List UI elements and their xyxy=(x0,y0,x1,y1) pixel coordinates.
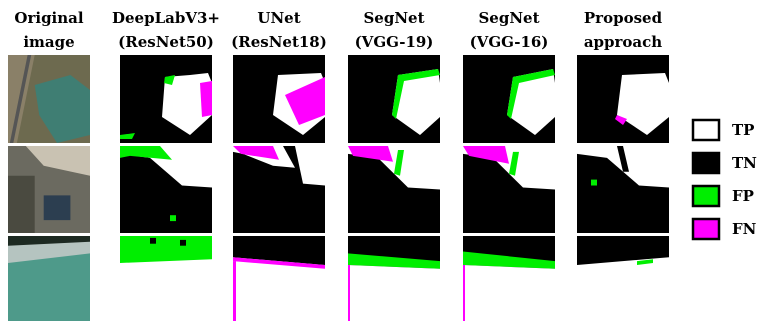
tile xyxy=(8,55,90,143)
region xyxy=(170,215,176,221)
figure: Original image DeepLabV3+ (ResNet50) UNet (Re… xyxy=(0,0,762,321)
tile xyxy=(463,55,555,143)
region xyxy=(577,257,669,321)
region xyxy=(44,195,71,220)
tile xyxy=(463,236,555,321)
legend-label: FP xyxy=(732,187,754,205)
column-header: (VGG-19) xyxy=(355,33,434,51)
region xyxy=(591,180,597,186)
tile xyxy=(8,146,90,233)
region xyxy=(150,238,156,244)
tile xyxy=(348,146,440,233)
region xyxy=(348,265,350,321)
column-header: (VGG-16) xyxy=(470,33,549,51)
region xyxy=(120,259,212,321)
tile xyxy=(577,236,669,321)
region xyxy=(463,265,555,321)
column-header: image xyxy=(23,33,74,51)
region xyxy=(120,236,212,263)
region xyxy=(200,81,212,117)
column-header: Original xyxy=(14,9,83,27)
legend-label: FN xyxy=(732,220,757,238)
region xyxy=(8,176,35,233)
tile xyxy=(120,55,212,143)
tile xyxy=(233,55,325,143)
legend-swatch xyxy=(693,186,719,206)
column-header: (ResNet18) xyxy=(231,33,327,51)
column-header: (ResNet50) xyxy=(118,33,214,51)
legend-swatch xyxy=(693,153,719,173)
tile xyxy=(463,146,555,233)
legend-label: TN xyxy=(732,154,757,172)
legend-swatch xyxy=(693,219,719,239)
tile xyxy=(348,236,440,321)
column-header: approach xyxy=(584,33,662,51)
tile xyxy=(120,236,212,321)
region xyxy=(348,265,440,321)
column-header: Proposed xyxy=(584,9,663,27)
column-header: DeepLabV3+ xyxy=(112,9,220,27)
column-header: UNet xyxy=(257,9,300,27)
legend-swatch xyxy=(693,120,719,140)
tile xyxy=(120,146,212,233)
region xyxy=(180,240,186,246)
region xyxy=(463,265,465,321)
region xyxy=(233,261,236,321)
legend-label: TP xyxy=(732,121,754,139)
column-header: SegNet xyxy=(363,9,424,27)
tile xyxy=(233,146,325,233)
tile xyxy=(577,146,669,233)
tile xyxy=(233,236,325,321)
tile xyxy=(8,236,90,321)
tile xyxy=(348,55,440,143)
tile xyxy=(577,55,669,143)
column-header: SegNet xyxy=(478,9,539,27)
